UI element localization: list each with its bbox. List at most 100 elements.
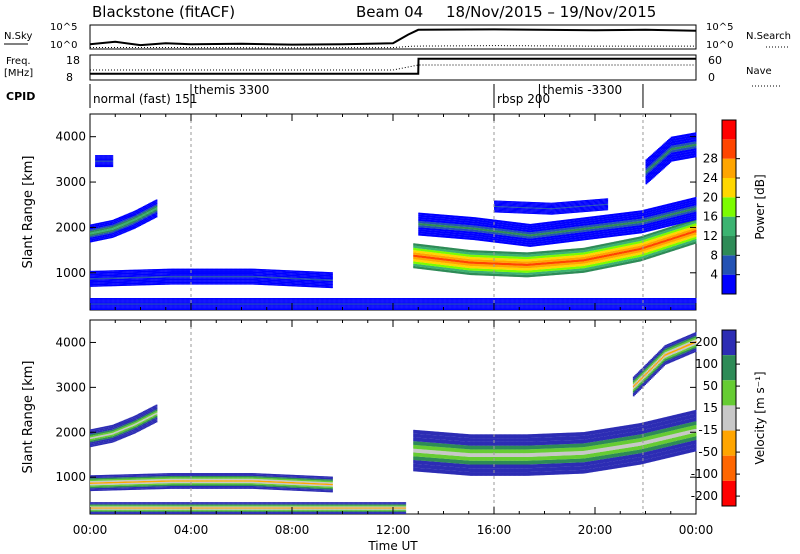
power-panel-cell [317, 277, 320, 279]
power-panel-cell [96, 283, 99, 286]
power-panel-cell [130, 212, 133, 214]
power-panel-cell [105, 304, 107, 306]
power-panel-cell [100, 285, 102, 287]
power-panel-cell [156, 277, 159, 280]
power-panel-cell [111, 284, 114, 287]
power-panel-cell [279, 275, 282, 278]
power-panel-cell [101, 155, 104, 157]
power-panel-cell [214, 275, 217, 278]
power-panel-cell [117, 227, 120, 229]
power-panel-cell [175, 274, 178, 276]
power-panel-cell [93, 301, 96, 303]
power-panel-cell [188, 274, 191, 276]
power-panel-cell [103, 234, 106, 237]
power-panel-cell [91, 304, 94, 306]
power-panel-cell [289, 281, 292, 284]
power-panel-cell [110, 302, 112, 304]
power-panel-cell [126, 215, 129, 218]
power-panel-cell [97, 162, 100, 164]
power-panel-cell [101, 231, 104, 234]
power-panel-cell [153, 273, 155, 275]
power-panel-cell [232, 274, 235, 276]
power-panel-cell [141, 278, 144, 280]
power-panel-cell [96, 282, 99, 284]
power-panel-cell [97, 279, 100, 281]
power-panel-cell [303, 273, 306, 276]
power-panel-cell [297, 283, 299, 286]
power-panel-cell [313, 278, 316, 281]
power-panel-cell [124, 305, 126, 307]
power-panel-cell [132, 279, 135, 282]
power-panel-cell [273, 269, 275, 272]
power-panel-cell [214, 281, 217, 284]
power-panel-cell [131, 300, 134, 302]
power-panel-cell [226, 268, 229, 271]
power-panel-cell [146, 283, 149, 286]
power-panel-cell [285, 275, 288, 278]
power-panel-cell [97, 231, 100, 233]
power-panel-cell [269, 275, 272, 277]
power-panel-cell [92, 276, 95, 279]
power-panel-cell [126, 217, 129, 219]
freq-unit: [MHz] [4, 68, 33, 79]
power-panel-cell [204, 268, 207, 271]
power-panel-cell [136, 304, 139, 306]
power-panel-cell [203, 268, 206, 271]
power-panel-cell [308, 271, 311, 273]
power-panel-cell [106, 158, 109, 160]
power-panel-cell [97, 273, 100, 276]
power-panel-cell [292, 271, 294, 274]
power-panel-cell [314, 280, 317, 282]
power-panel-cell [117, 308, 120, 310]
power-panel-cell [153, 215, 155, 218]
power-panel-cell [125, 277, 128, 279]
power-panel-cell [285, 283, 288, 285]
power-panel-cell [93, 236, 96, 239]
power-panel-cell [137, 307, 140, 309]
power-panel-cell [242, 283, 245, 285]
power-panel-cell [220, 278, 222, 281]
power-panel-cell [135, 269, 138, 272]
power-panel-cell [237, 275, 240, 278]
power-panel-cell [141, 223, 144, 225]
power-panel-cell [101, 298, 104, 300]
power-panel-cell [124, 214, 126, 217]
power-panel-cell [105, 274, 107, 277]
power-panel-cell [107, 279, 110, 281]
power-panel-cell [131, 214, 134, 217]
power-panel-cell [120, 219, 123, 222]
power-panel-cell [129, 272, 131, 275]
power-panel-cell [153, 283, 155, 286]
power-panel-cell [102, 270, 105, 272]
power-panel-cell [115, 299, 118, 301]
power-panel-cell [129, 220, 131, 223]
power-panel-cell [108, 231, 111, 234]
power-panel-cell [132, 308, 135, 310]
power-panel-cell [297, 282, 299, 284]
power-panel-cell [252, 271, 255, 274]
power-panel-cell [103, 282, 106, 284]
power-panel-cell [283, 275, 285, 278]
power-panel-cell [302, 281, 304, 283]
power-panel-cell [271, 276, 274, 279]
power-panel-cell [149, 272, 152, 274]
power-panel-cell [108, 271, 111, 274]
power-panel-cell [286, 283, 289, 285]
power-panel-cell [111, 224, 114, 227]
power-panel-cell [132, 211, 135, 213]
power-panel-cell [262, 270, 265, 273]
power-panel-cell [240, 275, 242, 278]
power-panel-cell [135, 302, 138, 304]
power-panel-cell [121, 308, 124, 310]
power-panel-cell [95, 157, 97, 159]
power-panel-cell [331, 272, 333, 274]
power-panel-cell [107, 270, 110, 272]
power-panel-cell [97, 298, 100, 300]
power-panel-cell [101, 163, 104, 165]
power-panel-cell [126, 272, 129, 275]
power-panel-cell [125, 219, 128, 221]
power-panel-cell [285, 274, 288, 276]
power-panel-cell [203, 270, 206, 272]
power-panel-cell [323, 276, 326, 278]
power-panel-cell [150, 280, 153, 283]
